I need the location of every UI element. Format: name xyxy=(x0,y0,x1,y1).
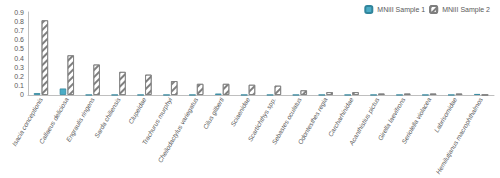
svg-text:Scartichthys spp.: Scartichthys spp. xyxy=(246,96,277,143)
svg-text:Sciaenidae: Sciaenidae xyxy=(229,96,251,128)
svg-text:Carcharhinidae: Carcharhinidae xyxy=(327,96,355,138)
svg-text:Odontesthes regia: Odontesthes regia xyxy=(296,96,330,146)
svg-text:0.3: 0.3 xyxy=(14,64,24,71)
svg-text:0.5: 0.5 xyxy=(14,45,24,52)
svg-text:0.4: 0.4 xyxy=(14,55,24,62)
svg-text:Sarda chiliensis: Sarda chiliensis xyxy=(93,96,122,139)
svg-text:0.8: 0.8 xyxy=(14,18,24,25)
svg-text:0.9: 0.9 xyxy=(14,9,24,16)
svg-text:Clupeidae: Clupeidae xyxy=(127,96,149,126)
svg-text:0.7: 0.7 xyxy=(14,27,24,34)
svg-text:0.1: 0.1 xyxy=(14,82,24,89)
svg-text:Cilus gilberti: Cilus gilberti xyxy=(201,96,226,131)
svg-text:Girella laevifrons: Girella laevifrons xyxy=(376,96,407,142)
svg-text:Labrisomidae: Labrisomidae xyxy=(433,96,459,134)
svg-text:MNiII Sample 1: MNiII Sample 1 xyxy=(377,6,425,14)
svg-text:MNiII Sample 2: MNiII Sample 2 xyxy=(442,6,490,14)
svg-text:Engraulis ringens: Engraulis ringens xyxy=(65,96,97,144)
svg-text:Seriolella violacea: Seriolella violacea xyxy=(400,96,432,145)
svg-text:Cheilodactylus variegatus: Cheilodactylus variegatus xyxy=(156,96,200,165)
svg-text:Acanthistius pictus: Acanthistius pictus xyxy=(347,96,382,148)
svg-text:0: 0 xyxy=(20,91,24,98)
svg-text:Callaeus deliciosa: Callaeus deliciosa xyxy=(37,96,70,145)
svg-text:Isacia conceptionis: Isacia conceptionis xyxy=(10,96,44,148)
svg-text:Sebastes oculatus: Sebastes oculatus xyxy=(270,96,303,146)
svg-text:Hemilutjanus macrophthalmos: Hemilutjanus macrophthalmos xyxy=(434,96,485,176)
svg-text:0.6: 0.6 xyxy=(14,36,24,43)
svg-text:0.2: 0.2 xyxy=(14,73,24,80)
svg-text:Trachurus murphyi: Trachurus murphyi xyxy=(140,96,174,147)
